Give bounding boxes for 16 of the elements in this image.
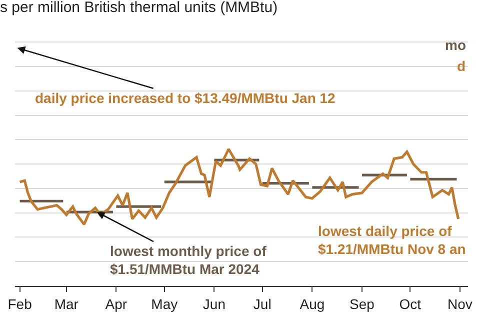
x-tick-label: Jul [253,296,272,312]
annotation: lowest daily price of $1.21/MMBtu Nov 8 an [318,223,466,258]
annotation: lowest monthly price of $1.51/MMBtu Mar 2024 [110,243,267,278]
x-tick-label: Aug [300,296,325,312]
x-tick-label: May [151,296,178,312]
x-tick-label: Nov [448,296,472,312]
x-tick-label: Apr [105,296,128,312]
text: d [457,58,466,74]
x-tick-label: Sep [350,296,375,312]
x-tick-label: Oct [399,296,422,312]
text: mo [445,37,466,53]
x-tick-label: Jun [202,296,226,312]
chart-title: s per million British thermal units (MMBtu) [0,0,278,16]
x-tick-label: Feb [8,296,32,312]
text: daily price increased to $13.49/MMBtu Jan 12 [35,90,336,106]
x-tick-label: Mar [54,296,79,312]
